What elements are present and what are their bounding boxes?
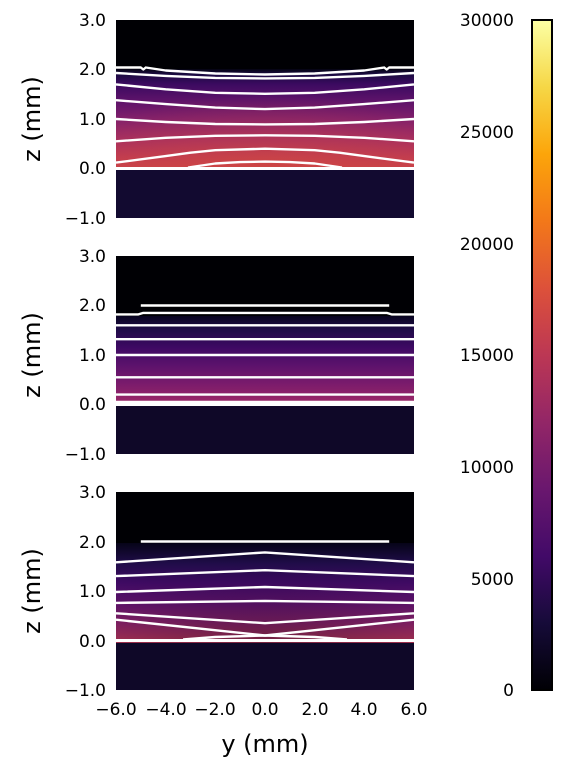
contour-line (116, 147, 414, 164)
colorbar-tick-label: 15000 (460, 346, 514, 366)
colorbar-tick-label: 25000 (460, 123, 514, 143)
panel-bottom-y-axis: 3.0 2.0 1.0 0.0 −1.0 z (mm) (18, 483, 106, 701)
y-tick-label: 3.0 (79, 483, 106, 503)
panel-bottom-x-axis: −6.0 −4.0 −2.0 0.0 2.0 4.0 6.0 y (mm) (95, 700, 427, 758)
panel-bottom-field (116, 492, 414, 690)
x-tick-label: 4.0 (350, 700, 377, 720)
panel-top-field (116, 20, 414, 218)
x-tick-label: −6.0 (95, 700, 136, 720)
colorbar-tick-label: 5000 (471, 570, 514, 590)
colorbar-tick-label: 0 (503, 681, 514, 701)
panel-top: 3.0 2.0 1.0 0.0 −1.0 z (mm) (18, 11, 414, 229)
y-tick-label: 0.0 (79, 395, 106, 415)
colorbar: 30000 25000 20000 15000 10000 5000 0 (460, 11, 553, 701)
contour-line (116, 585, 414, 594)
y-tick-label: −1.0 (65, 209, 106, 229)
contour-line (116, 569, 414, 578)
contour-line (116, 99, 414, 111)
panel-bottom-contours (116, 540, 414, 642)
colorbar-gradient (531, 19, 553, 691)
contour-line (116, 83, 414, 96)
x-axis-label: y (mm) (221, 730, 308, 758)
panel-top-contours (116, 66, 414, 170)
y-tick-label: 1.0 (79, 346, 106, 366)
y-axis-label: z (mm) (18, 312, 46, 398)
contour-line (116, 134, 414, 143)
contour-line (116, 599, 414, 605)
contour-line (116, 71, 414, 80)
x-tick-label: −4.0 (145, 700, 186, 720)
contour-line (183, 634, 348, 641)
y-tick-label: 0.0 (79, 632, 106, 652)
y-tick-label: 2.0 (79, 533, 106, 553)
y-axis-label: z (mm) (18, 76, 46, 162)
x-tick-label: 6.0 (400, 700, 427, 720)
y-tick-label: 2.0 (79, 60, 106, 80)
panel-middle-contours (116, 304, 414, 406)
colorbar-tick-label: 20000 (460, 235, 514, 255)
panel-middle-field (116, 256, 414, 454)
x-tick-label: 2.0 (301, 700, 328, 720)
contour-line (187, 160, 343, 169)
panel-middle: 3.0 2.0 1.0 0.0 −1.0 z (mm) (18, 247, 414, 465)
colorbar-tick-label: 10000 (460, 458, 514, 478)
y-tick-label: −1.0 (65, 445, 106, 465)
x-tick-label: −2.0 (194, 700, 235, 720)
y-axis-label: z (mm) (18, 548, 46, 634)
y-tick-label: 1.0 (79, 582, 106, 602)
panel-middle-y-axis: 3.0 2.0 1.0 0.0 −1.0 z (mm) (18, 247, 106, 465)
panel-bottom: 3.0 2.0 1.0 0.0 −1.0 z (mm) −6.0 −4.0 −2… (18, 483, 428, 758)
panel-top-y-axis: 3.0 2.0 1.0 0.0 −1.0 z (mm) (18, 11, 106, 229)
colorbar-tick-label: 30000 (460, 11, 514, 31)
contour-line (116, 311, 414, 316)
contour-line (116, 66, 414, 76)
x-tick-label: 0.0 (251, 700, 278, 720)
y-tick-label: 2.0 (79, 296, 106, 316)
y-tick-label: 1.0 (79, 110, 106, 130)
contour-line (116, 117, 414, 126)
contour-line (116, 551, 414, 564)
y-tick-label: −1.0 (65, 681, 106, 701)
contour-line (116, 612, 414, 625)
y-tick-label: 0.0 (79, 159, 106, 179)
y-tick-label: 3.0 (79, 247, 106, 267)
y-tick-label: 3.0 (79, 11, 106, 31)
